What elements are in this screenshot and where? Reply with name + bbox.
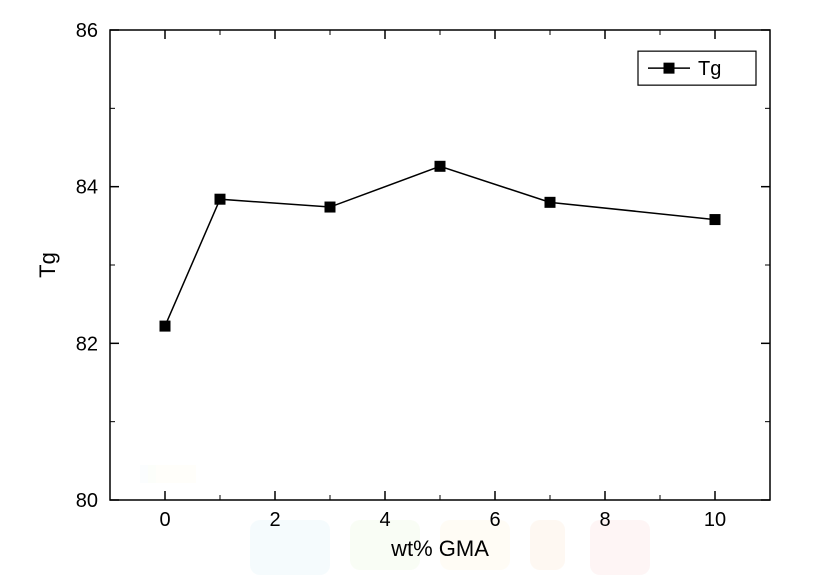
data-marker [325,202,335,212]
data-marker [710,215,720,225]
data-marker [435,161,445,171]
data-marker [160,321,170,331]
chart-container: 0 2 4 6 8 10 wt% GMA 80 82 84 86 Tg Tg [0,0,826,583]
series-line [165,166,715,326]
y-axis-label: Tg [35,252,60,278]
x-tick-label: 6 [489,509,500,531]
legend-label: Tg [698,58,721,80]
chart-svg: 0 2 4 6 8 10 wt% GMA 80 82 84 86 Tg Tg [0,0,826,583]
legend-marker-icon [664,63,674,73]
x-tick-label: 8 [599,509,610,531]
plot-frame [110,30,770,500]
x-axis-label: wt% GMA [390,536,489,561]
x-tick-label: 10 [704,509,726,531]
y-tick-label: 84 [76,177,98,199]
y-tick-label: 82 [76,333,98,355]
legend: Tg [638,51,756,85]
y-tick-label: 86 [76,20,98,42]
x-tick-label: 4 [379,509,390,531]
x-tick-label: 2 [269,509,280,531]
x-tick-label: 0 [159,509,170,531]
data-marker [545,197,555,207]
data-marker [215,194,225,204]
y-tick-label: 80 [76,490,98,512]
